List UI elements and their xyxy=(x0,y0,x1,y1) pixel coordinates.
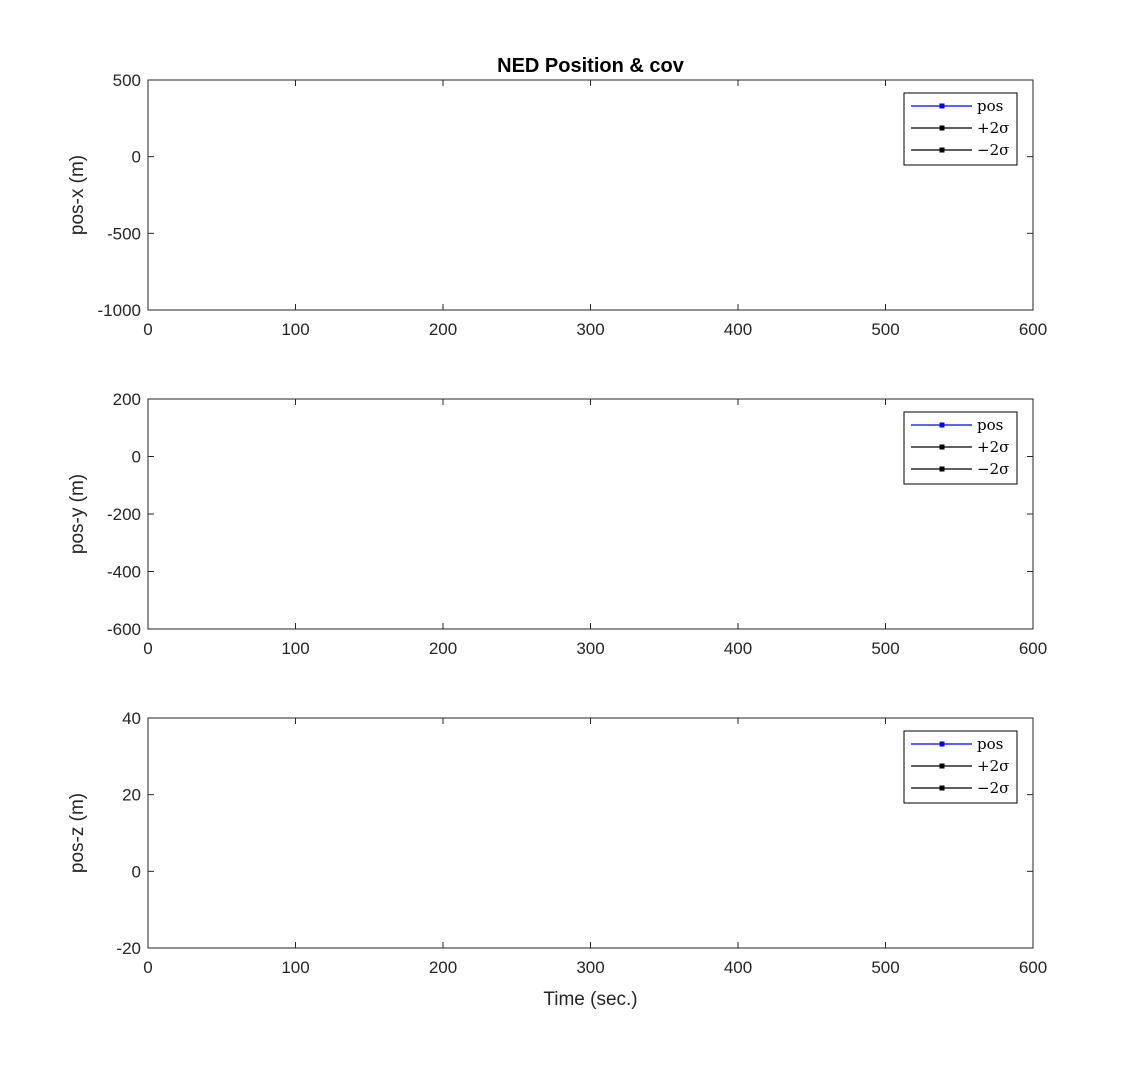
y-axis-label: pos-z (m) xyxy=(67,793,88,873)
legend-marker xyxy=(939,103,945,109)
x-tick-label: 0 xyxy=(143,958,152,977)
y-tick-label: 20 xyxy=(122,786,141,805)
axes-2: 0 100 200 300 400 500 600 -600 -400 -200 0 200 pos-y… xyxy=(67,390,1047,658)
x-tick-label: 500 xyxy=(871,320,899,339)
y-tick-label: -1000 xyxy=(98,301,141,320)
y-tick-label: -200 xyxy=(107,505,141,524)
legend-label: pos xyxy=(977,97,1003,115)
y-tick-label: 500 xyxy=(113,71,141,90)
legend: pos +2σ −2σ xyxy=(903,411,1018,485)
legend-label: −2σ xyxy=(977,141,1009,159)
x-tick-label: 300 xyxy=(576,958,604,977)
x-tick-label: 0 xyxy=(143,639,152,658)
legend-box xyxy=(903,411,1018,485)
x-axis-label: Time (sec.) xyxy=(543,989,637,1010)
y-tick-label: -20 xyxy=(116,939,141,958)
x-tick-label: 600 xyxy=(1019,320,1047,339)
axes-border xyxy=(147,398,1034,630)
x-tick-label: 100 xyxy=(281,958,309,977)
legend: pos +2σ −2σ xyxy=(903,730,1018,804)
y-tick-label: 40 xyxy=(122,709,141,728)
legend-label: +2σ xyxy=(977,438,1009,456)
x-tick-label: 0 xyxy=(143,320,152,339)
x-tick-label: 400 xyxy=(724,639,752,658)
legend-marker xyxy=(939,422,945,428)
y-tick-label: 0 xyxy=(132,448,141,467)
legend-label: pos xyxy=(977,416,1003,434)
axes-border xyxy=(147,79,1034,311)
y-tick-label: -400 xyxy=(107,563,141,582)
y-tick-label: 200 xyxy=(113,390,141,409)
x-tick-label: 400 xyxy=(724,958,752,977)
legend-label: +2σ xyxy=(977,119,1009,137)
axes-border xyxy=(147,717,1034,949)
x-tick-label: 300 xyxy=(576,320,604,339)
x-tick-label: 200 xyxy=(429,320,457,339)
legend-box xyxy=(903,92,1018,166)
x-tick-label: 600 xyxy=(1019,958,1047,977)
legend-marker xyxy=(939,466,945,472)
legend-label: +2σ xyxy=(977,757,1009,775)
legend-label: pos xyxy=(977,735,1003,753)
legend-box xyxy=(903,730,1018,804)
x-tick-label: 100 xyxy=(281,639,309,658)
x-tick-label: 500 xyxy=(871,639,899,658)
legend-marker xyxy=(939,741,945,747)
legend: pos +2σ −2σ xyxy=(903,92,1018,166)
y-tick-label: -600 xyxy=(107,620,141,639)
x-tick-label: 200 xyxy=(429,958,457,977)
legend-marker xyxy=(939,147,945,153)
x-tick-label: 200 xyxy=(429,639,457,658)
legend-marker xyxy=(939,763,945,769)
legend-marker xyxy=(939,125,945,131)
chart-title: NED Position & cov xyxy=(497,55,685,77)
x-tick-label: 300 xyxy=(576,639,604,658)
x-tick-label: 100 xyxy=(281,320,309,339)
legend-label: −2σ xyxy=(977,460,1009,478)
y-tick-label: -500 xyxy=(107,224,141,243)
x-tick-label: 600 xyxy=(1019,639,1047,658)
legend-label: −2σ xyxy=(977,779,1009,797)
x-tick-label: 500 xyxy=(871,958,899,977)
legend-marker xyxy=(939,444,945,450)
y-tick-label: 0 xyxy=(132,862,141,881)
y-axis-label: pos-x (m) xyxy=(67,155,88,235)
x-tick-label: 400 xyxy=(724,320,752,339)
legend-marker xyxy=(939,785,945,791)
axes-1: 0 100 200 300 400 500 600 -1000 -500 0 500 pos-x (m… xyxy=(67,55,1047,339)
y-axis-label: pos-y (m) xyxy=(67,474,88,554)
y-tick-label: 0 xyxy=(132,148,141,167)
